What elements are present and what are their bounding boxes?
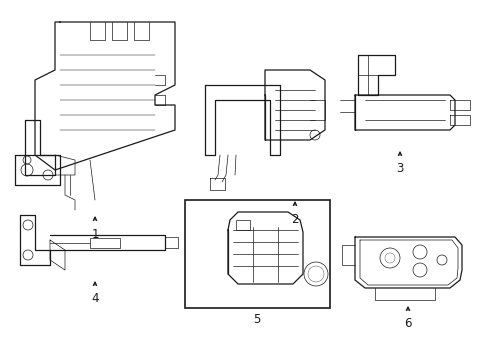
- Bar: [184, 200, 329, 308]
- Bar: [90, 238, 120, 248]
- Bar: [236, 220, 249, 230]
- Text: 4: 4: [91, 292, 99, 305]
- Text: 1: 1: [91, 228, 99, 241]
- Text: 5: 5: [253, 313, 260, 326]
- Text: 6: 6: [404, 317, 411, 330]
- Text: 2: 2: [291, 213, 298, 226]
- Text: 3: 3: [395, 162, 403, 175]
